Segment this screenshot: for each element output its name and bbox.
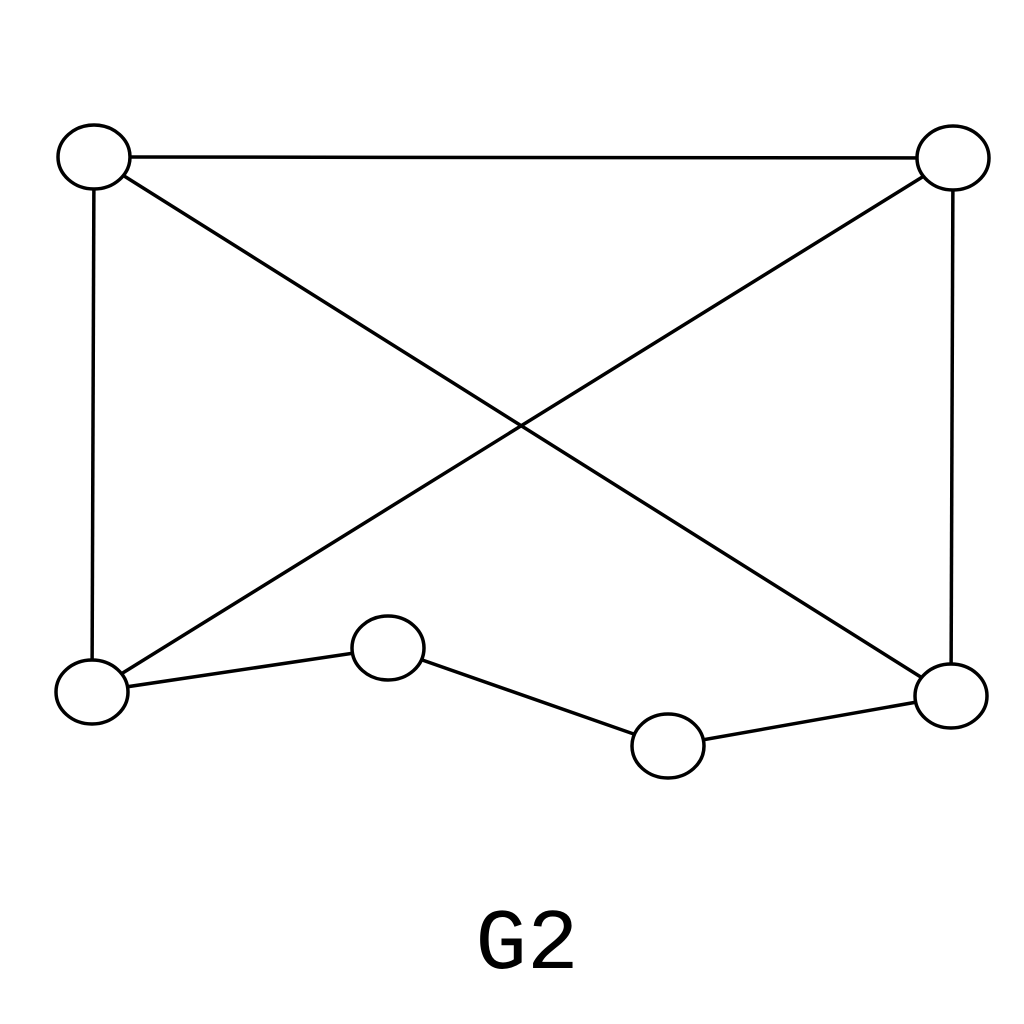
edge-bottom-left-middle-left	[91, 646, 389, 694]
node-top-right	[915, 124, 991, 192]
node-bottom-left	[54, 658, 130, 726]
node-middle-left	[350, 614, 426, 682]
nodes-layer	[54, 123, 991, 780]
edge-top-right-bottom-right	[949, 157, 955, 697]
edge-top-right-bottom-left	[91, 156, 954, 694]
node-bottom-right	[913, 662, 989, 730]
node-middle-right	[630, 712, 706, 780]
edge-top-left-bottom-left	[90, 156, 96, 693]
edge-middle-left-middle-right	[387, 646, 669, 748]
edge-top-left-top-right	[93, 155, 954, 160]
edges-layer	[90, 155, 955, 748]
edge-middle-right-bottom-right	[667, 694, 952, 748]
graph-label: G2	[475, 896, 579, 994]
node-top-left	[56, 123, 132, 191]
